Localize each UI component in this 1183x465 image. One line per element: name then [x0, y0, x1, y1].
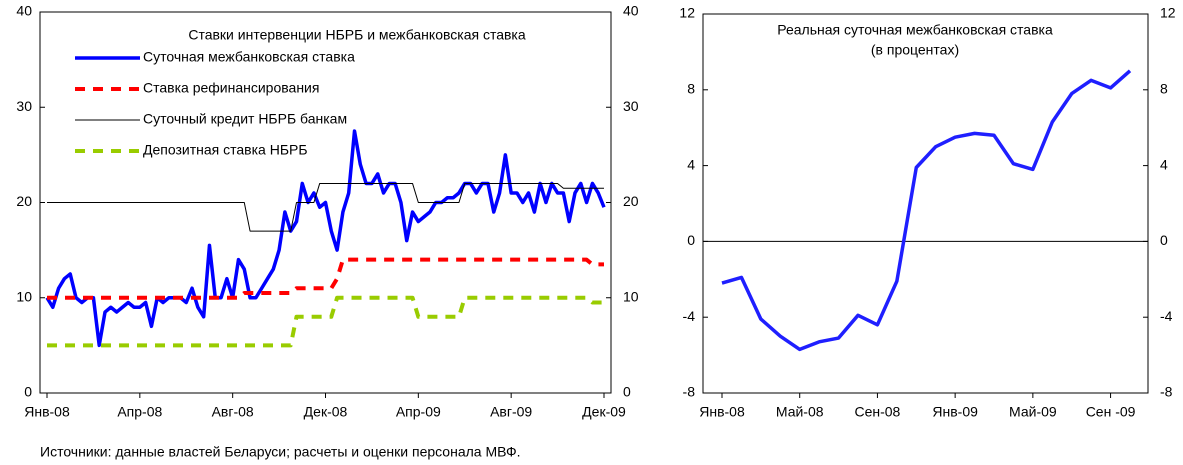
legend-title: Ставки интервенции НБРБ и межбанковская …	[188, 27, 526, 43]
y-tick-label: 8	[687, 81, 695, 97]
x-tick-label: Янв-08	[24, 404, 70, 420]
y2-tick-label: 0	[623, 384, 631, 400]
y-tick-label: 20	[16, 193, 32, 209]
x-tick-label: Апр-09	[396, 404, 441, 420]
y2-tick-label: -4	[1160, 308, 1173, 324]
legend-label: Ставка рефинансирования	[143, 80, 319, 96]
legend-label: Депозитная ставка НБРБ	[143, 142, 308, 158]
y2-tick-label: 0	[1160, 232, 1168, 248]
y2-tick-label: 8	[1160, 81, 1168, 97]
x-tick-label: Сен -09	[1086, 404, 1136, 420]
plot-frame	[702, 13, 1149, 394]
x-tick-label: Апр-08	[117, 404, 162, 420]
y2-tick-label: -8	[1160, 384, 1173, 400]
x-tick-label: Янв-09	[932, 404, 978, 420]
x-tick-label: Авг-08	[212, 404, 254, 420]
x-tick-label: Дек-09	[582, 404, 626, 420]
y2-tick-label: 4	[1160, 156, 1168, 172]
y-tick-label: 10	[16, 288, 32, 304]
source-note: Источники: данные властей Беларуси; расч…	[40, 444, 521, 460]
y2-tick-label: 10	[623, 288, 639, 304]
y-tick-label: 30	[16, 98, 32, 114]
series-line	[47, 295, 604, 348]
y-tick-label: 0	[24, 384, 32, 400]
y2-tick-label: 20	[623, 193, 639, 209]
x-tick-label: Авг-09	[490, 404, 532, 420]
chart-title: Реальная суточная межбанковская ставка	[777, 22, 1053, 38]
y2-tick-label: 30	[623, 98, 639, 114]
y-tick-label: -8	[683, 384, 696, 400]
legend-label: Суточный кредит НБРБ банкам	[143, 111, 347, 127]
series-line	[47, 182, 604, 232]
y-tick-label: 4	[687, 156, 695, 172]
y2-tick-label: 40	[623, 3, 639, 19]
x-tick-label: Янв-08	[699, 404, 745, 420]
chart-subtitle: (в процентах)	[871, 42, 959, 58]
y-tick-label: -4	[683, 308, 696, 324]
y-tick-label: 12	[679, 5, 695, 21]
x-tick-label: Май-08	[776, 404, 824, 420]
x-tick-label: Май-09	[1009, 404, 1057, 420]
y-tick-label: 40	[16, 3, 32, 19]
series-line	[45, 129, 606, 348]
series-line	[47, 257, 604, 300]
x-tick-label: Дек-08	[304, 404, 348, 420]
x-tick-label: Сен-08	[854, 404, 900, 420]
y2-tick-label: 12	[1160, 5, 1176, 21]
series-line	[721, 69, 1132, 352]
legend-label: Суточная межбанковская ставка	[143, 49, 355, 65]
y-tick-label: 0	[687, 232, 695, 248]
